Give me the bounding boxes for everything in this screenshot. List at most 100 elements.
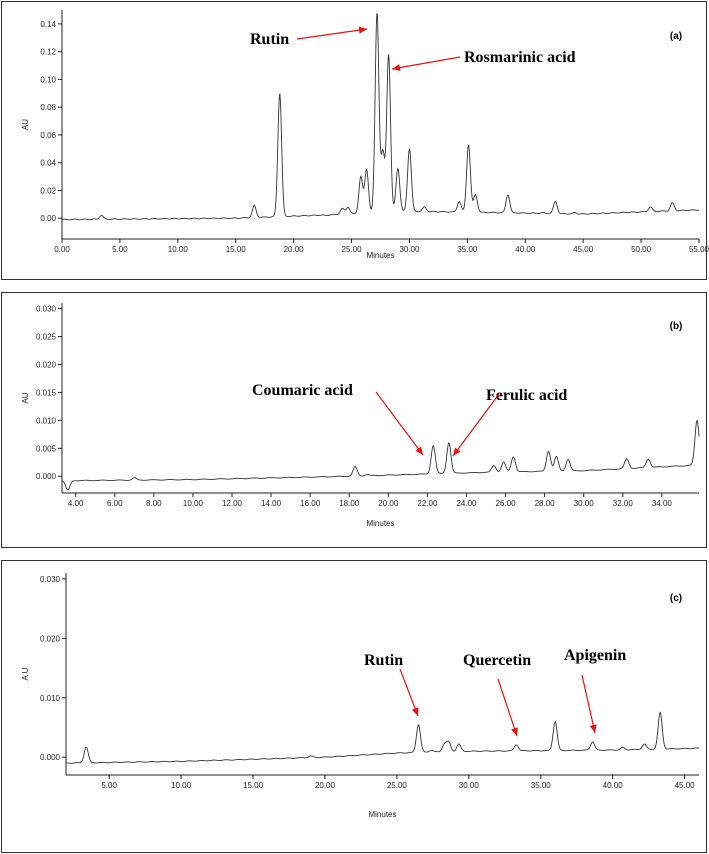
x-tick-label: 25.00 xyxy=(342,245,363,254)
annotation-arrow-line xyxy=(581,674,596,734)
chromatogram-trace xyxy=(61,13,700,221)
y-tick-label: 0.030 xyxy=(36,305,57,314)
peak-point xyxy=(592,741,593,742)
y-tick-label: 0.020 xyxy=(40,634,61,643)
x-tick-label: 5.00 xyxy=(101,781,117,790)
peak-point xyxy=(254,205,255,206)
y-tick-label: 0.02 xyxy=(40,186,56,195)
y-tick-label: 0.020 xyxy=(36,360,57,369)
x-tick-label: 20.00 xyxy=(284,245,305,254)
peak-point xyxy=(542,212,543,213)
x-tick-label: 14.00 xyxy=(261,499,282,508)
peak-point xyxy=(507,194,508,195)
peak-point xyxy=(86,746,87,747)
annotation-arrow-head xyxy=(415,446,423,455)
x-tick-label: 10.00 xyxy=(171,781,192,790)
annotation-arrow-head xyxy=(392,64,401,72)
peak-point xyxy=(503,462,504,463)
annotation-arrow-line xyxy=(391,56,461,70)
peak-annotation-label: Quercetin xyxy=(463,652,531,669)
x-tick-label: 6.00 xyxy=(107,499,123,508)
chromatogram-a-svg: 0.00 0.02 0.04 0.06 0.08 0.10 0.12 0.14 0.00 5.00… xyxy=(21,10,709,260)
y-tick-label: 0.00 xyxy=(40,214,56,223)
peak-point xyxy=(444,744,445,745)
annotation-arrow-line xyxy=(497,678,518,737)
peak-point xyxy=(672,202,673,203)
peak-annotation-label: Coumaric acid xyxy=(252,382,353,399)
x-tick-label: 15.00 xyxy=(243,781,264,790)
x-tick-label: 0.00 xyxy=(54,245,70,254)
peak-point xyxy=(648,458,649,459)
panel-label: (c) xyxy=(670,593,682,604)
peak-point xyxy=(366,169,367,170)
peak-point xyxy=(397,168,398,169)
y-axis-label: AU xyxy=(21,392,30,403)
peak-point xyxy=(431,749,432,750)
x-tick-label: 55.00 xyxy=(689,245,709,254)
x-tick-label: 12.00 xyxy=(222,499,243,508)
x-axis-label: Minutes xyxy=(366,519,394,528)
peak-annotation-label: Rosmarinic acid xyxy=(464,49,576,66)
peak-point xyxy=(458,744,459,745)
y-tick-label: 0.015 xyxy=(36,388,57,397)
peak-point xyxy=(644,744,645,745)
annotation-arrow-head xyxy=(453,447,461,456)
y-tick-label: 0.000 xyxy=(40,753,61,762)
peak-point xyxy=(101,215,102,216)
peak-point xyxy=(433,445,434,446)
x-axis-label: Minutes xyxy=(368,810,396,819)
x-tick-label: 22.00 xyxy=(417,499,438,508)
annotation-arrow-head xyxy=(589,724,597,733)
x-tick-label: 20.00 xyxy=(378,499,399,508)
x-tick-label: 45.00 xyxy=(675,781,696,790)
peak-point xyxy=(366,474,367,475)
annotation-arrow-line xyxy=(296,28,368,40)
x-tick-label: 20.00 xyxy=(315,781,336,790)
peak-point xyxy=(342,208,343,209)
peak-point xyxy=(622,747,623,748)
annotation-arrow-head xyxy=(511,727,518,736)
peak-point xyxy=(555,201,556,202)
x-tick-label: 32.00 xyxy=(613,499,634,508)
x-tick-label: 10.00 xyxy=(183,499,204,508)
peak-point xyxy=(448,742,449,743)
peak-point xyxy=(513,456,514,457)
x-tick-label: 26.00 xyxy=(496,499,517,508)
peak-point xyxy=(310,755,311,756)
peak-point xyxy=(516,744,517,745)
chromatogram-panel-a: 0.00 0.02 0.04 0.06 0.08 0.10 0.12 0.14 0.00 5.00… xyxy=(1,1,709,280)
peak-point xyxy=(354,466,355,467)
peak-point xyxy=(382,152,383,153)
chromatogram-panel-c: 0.000 0.010 0.020 0.030 5.00 10.00 15.00 20.00 2… xyxy=(1,560,707,853)
panel-label: (a) xyxy=(670,31,682,42)
y-axis-label: A U xyxy=(21,667,30,680)
chromatogram-trace xyxy=(65,711,700,764)
chromatogram-c-svg: 0.000 0.010 0.020 0.030 5.00 10.00 15.00 20.00 2… xyxy=(21,573,700,819)
x-tick-label: 30.00 xyxy=(459,781,480,790)
peak-point xyxy=(376,12,377,13)
y-tick-label: 0.005 xyxy=(36,444,57,453)
panel-label: (b) xyxy=(670,321,683,332)
annotation-arrow-line xyxy=(399,668,419,717)
x-tick-label: 15.00 xyxy=(226,245,247,254)
peak-annotation-label: Apigenin xyxy=(564,647,626,664)
y-tick-label: 0.000 xyxy=(36,472,57,481)
x-tick-label: 45.00 xyxy=(573,245,594,254)
x-tick-label: 18.00 xyxy=(339,499,360,508)
peak-point xyxy=(650,206,651,207)
y-tick-label: 0.04 xyxy=(40,159,56,168)
chromatogram-panel-b: 0.000 0.005 0.010 0.015 0.020 0.025 0.030 4.00 6… xyxy=(1,292,707,548)
peak-point xyxy=(325,215,326,216)
x-tick-label: 28.00 xyxy=(535,499,556,508)
y-tick-label: 0.12 xyxy=(40,48,56,57)
x-tick-label: 40.00 xyxy=(603,781,624,790)
peak-point xyxy=(468,144,469,145)
x-tick-label: 25.00 xyxy=(387,781,408,790)
annotation-arrow-line xyxy=(375,391,424,456)
annotation-arrow-head xyxy=(411,707,419,716)
peak-point xyxy=(134,477,135,478)
y-tick-label: 0.10 xyxy=(40,75,56,84)
chromatogram-b-svg: 0.000 0.005 0.010 0.015 0.020 0.025 0.030 4.00 6… xyxy=(21,303,700,528)
x-tick-label: 8.00 xyxy=(146,499,162,508)
x-tick-label: 10.00 xyxy=(168,245,189,254)
